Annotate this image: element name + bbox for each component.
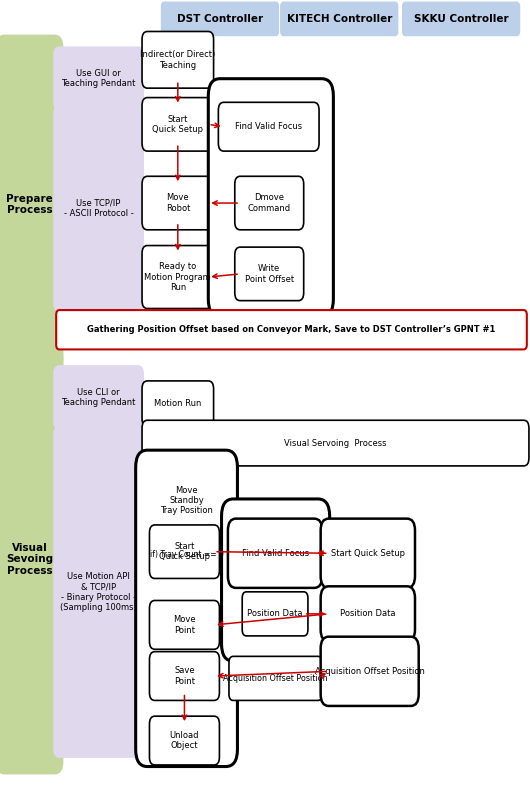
Bar (4, 47, 55, 362)
FancyBboxPatch shape (142, 176, 214, 230)
Text: Use TCP/IP
- ASCII Protocol -: Use TCP/IP - ASCII Protocol - (64, 199, 134, 218)
FancyBboxPatch shape (218, 102, 319, 151)
Text: Write
Point Offset: Write Point Offset (245, 264, 294, 283)
FancyBboxPatch shape (321, 519, 415, 588)
FancyBboxPatch shape (54, 47, 143, 110)
FancyBboxPatch shape (54, 366, 143, 429)
FancyBboxPatch shape (229, 656, 322, 700)
FancyBboxPatch shape (56, 310, 527, 349)
FancyBboxPatch shape (142, 420, 529, 466)
Text: Acquisition Offset Position: Acquisition Offset Position (315, 667, 425, 676)
Text: Acquisition Offset Position: Acquisition Offset Position (223, 674, 328, 683)
Text: Move
Robot: Move Robot (166, 194, 190, 212)
Text: if) Tray Count == 0: if) Tray Count == 0 (149, 549, 224, 559)
FancyBboxPatch shape (136, 450, 237, 767)
Text: Use CLI or
Teaching Pendant: Use CLI or Teaching Pendant (61, 388, 136, 407)
Text: Find Valid Focus: Find Valid Focus (242, 549, 308, 558)
Text: Visual
Sevoing
Process: Visual Sevoing Process (6, 542, 53, 576)
Text: Save
Point: Save Point (174, 667, 195, 685)
Text: Gathering Position Offset based on Conveyor Mark, Save to DST Controller’s GPNT : Gathering Position Offset based on Conve… (87, 325, 496, 334)
Text: DST Controller: DST Controller (177, 14, 263, 24)
FancyBboxPatch shape (142, 381, 214, 427)
Text: Position Data: Position Data (248, 609, 303, 619)
Text: Move
Point: Move Point (173, 615, 196, 634)
FancyBboxPatch shape (142, 246, 214, 309)
FancyBboxPatch shape (0, 35, 63, 374)
Text: Start
Quick Setup: Start Quick Setup (152, 115, 204, 134)
FancyBboxPatch shape (54, 106, 143, 311)
FancyBboxPatch shape (235, 176, 304, 230)
FancyBboxPatch shape (228, 519, 322, 588)
Text: Dmove
Command: Dmove Command (248, 194, 291, 212)
FancyBboxPatch shape (149, 716, 219, 765)
Text: Start
Quick Setup: Start Quick Setup (159, 542, 210, 561)
FancyBboxPatch shape (0, 345, 63, 774)
FancyBboxPatch shape (242, 592, 308, 636)
FancyBboxPatch shape (149, 525, 219, 578)
Text: Motion Run: Motion Run (154, 399, 201, 408)
FancyBboxPatch shape (142, 98, 214, 151)
Text: Use GUI or
Teaching Pendant: Use GUI or Teaching Pendant (61, 69, 136, 88)
Text: Find Valid Focus: Find Valid Focus (235, 122, 302, 131)
FancyBboxPatch shape (321, 637, 419, 706)
Text: Use Motion API
& TCP/IP
- Binary Protocol -
(Sampling 100ms): Use Motion API & TCP/IP - Binary Protoco… (60, 571, 137, 612)
Text: Move
Standby
Tray Position: Move Standby Tray Position (160, 486, 213, 515)
FancyBboxPatch shape (235, 247, 304, 301)
FancyBboxPatch shape (162, 2, 278, 35)
Text: Start Quick Setup: Start Quick Setup (331, 549, 405, 558)
Text: Unload
Object: Unload Object (170, 731, 199, 750)
Text: Ready to
Motion Program
Run: Ready to Motion Program Run (145, 262, 211, 292)
FancyBboxPatch shape (321, 586, 415, 641)
FancyBboxPatch shape (149, 600, 219, 649)
Text: Prepare
Process: Prepare Process (6, 194, 53, 216)
FancyBboxPatch shape (149, 652, 219, 700)
Text: Indirect(or Direct)
Teaching: Indirect(or Direct) Teaching (140, 50, 215, 69)
FancyBboxPatch shape (142, 31, 214, 88)
FancyBboxPatch shape (54, 427, 143, 757)
Text: Position Data: Position Data (340, 609, 395, 619)
Text: KITECH Controller: KITECH Controller (287, 14, 392, 24)
Text: Visual Servoing  Process: Visual Servoing Process (284, 438, 387, 448)
Text: SKKU Controller: SKKU Controller (414, 14, 508, 24)
FancyBboxPatch shape (281, 2, 398, 35)
FancyBboxPatch shape (403, 2, 519, 35)
FancyBboxPatch shape (222, 499, 330, 661)
FancyBboxPatch shape (208, 79, 333, 316)
